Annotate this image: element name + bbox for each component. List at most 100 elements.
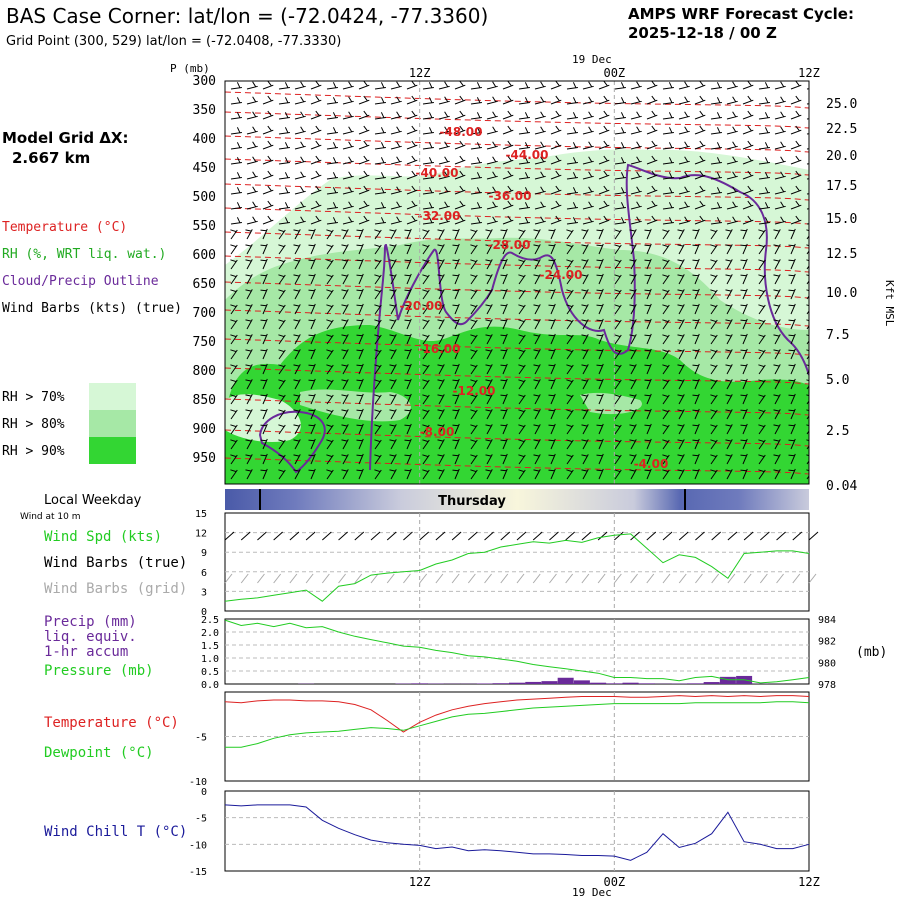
wind-barb xyxy=(518,394,526,405)
precip-bar xyxy=(573,680,590,684)
wind-barb xyxy=(406,125,418,135)
wind-barb xyxy=(790,140,802,150)
wind-barb xyxy=(710,334,718,345)
wind-barb xyxy=(710,82,722,90)
wind-barb xyxy=(260,243,268,255)
wind-barb xyxy=(806,394,809,405)
wind-barb xyxy=(806,229,809,240)
wind-barb xyxy=(308,243,316,255)
wind-barb xyxy=(422,112,434,120)
wind-barb xyxy=(758,364,766,375)
wind-barb xyxy=(262,170,274,180)
wind-barb xyxy=(404,303,412,315)
wind-barb xyxy=(566,244,574,255)
wind-barb xyxy=(293,259,301,270)
wind-barb xyxy=(308,258,316,270)
wind-barb xyxy=(678,186,690,195)
wind-barb xyxy=(438,171,450,180)
wind-barb xyxy=(726,111,738,120)
temperature-ytick: -10 xyxy=(189,777,207,788)
wind-barb xyxy=(548,468,556,480)
precip-legend-label: 1-hr accum xyxy=(44,644,128,660)
wind-barb xyxy=(485,469,493,480)
wind-barb xyxy=(342,111,354,120)
wind-barb xyxy=(486,186,498,195)
wind-barb xyxy=(404,438,412,450)
wind-barb xyxy=(710,289,718,300)
wind-barb xyxy=(389,319,397,330)
legend-item: Wind Barbs (kts) (true) xyxy=(2,301,182,316)
wind-barb xyxy=(341,379,349,390)
precip-bar xyxy=(606,683,623,684)
wind-barb xyxy=(406,200,418,210)
wind-barb xyxy=(678,96,690,105)
wind-barb xyxy=(278,202,290,210)
wind-barb xyxy=(341,424,349,435)
wind-barb xyxy=(788,453,796,465)
wind-barb xyxy=(485,319,493,330)
wind-barb xyxy=(692,348,700,360)
wind-barb xyxy=(788,228,796,240)
wind-barb xyxy=(341,454,349,465)
wind-barb xyxy=(326,127,338,135)
wind-barb xyxy=(758,229,766,240)
legend-item: RH (%, WRT liq. wat.) xyxy=(2,247,166,262)
wind-barb xyxy=(773,244,781,255)
wind-barb xyxy=(485,304,493,315)
wind-barb xyxy=(293,319,301,330)
bottom-time-label: 00Z xyxy=(603,875,625,889)
wind-barb xyxy=(548,393,556,405)
wind-barb xyxy=(758,259,766,270)
isotherm-line xyxy=(225,309,809,327)
wind-barb xyxy=(581,289,589,300)
wind-barb xyxy=(694,95,706,105)
wind-barb xyxy=(389,379,397,390)
wind-barb xyxy=(342,171,354,180)
wind-barb xyxy=(358,95,370,105)
wind-barb xyxy=(500,468,508,480)
wind-barb xyxy=(678,111,690,120)
height-tick-label: 20.0 xyxy=(826,149,857,164)
wind-barb xyxy=(356,333,364,345)
wind-barb xyxy=(470,304,478,315)
wind-barb xyxy=(341,244,349,255)
pressure-tick-label: 800 xyxy=(193,364,216,379)
wind-barb xyxy=(278,364,286,375)
wind-barb xyxy=(389,244,397,255)
wind-barb xyxy=(260,288,268,300)
wind-barb xyxy=(742,81,754,90)
wind-barb xyxy=(710,202,722,210)
wind-barb-grid xyxy=(565,573,574,584)
wind-barb xyxy=(262,200,274,210)
wind-barb xyxy=(245,409,253,420)
wind-barb xyxy=(230,229,238,240)
wind-barb xyxy=(341,349,349,360)
wind-barb xyxy=(534,96,546,105)
isotherm-label: -8.00 xyxy=(420,425,455,439)
wind-barb xyxy=(293,349,301,360)
wind-barb xyxy=(422,394,430,405)
wind-barb xyxy=(294,171,306,180)
wind-barb xyxy=(692,303,700,315)
wind-barb xyxy=(246,186,258,195)
wind-barb xyxy=(726,186,738,195)
wind-barb xyxy=(326,112,338,120)
wind-barb xyxy=(260,468,268,480)
wind-barb xyxy=(260,378,268,390)
wind-barb xyxy=(596,438,604,450)
wind-barb xyxy=(677,244,685,255)
wind-barb xyxy=(614,112,626,120)
wind-barb-grid xyxy=(776,573,784,584)
isotherm-label: -24.00 xyxy=(540,268,583,282)
wind-barb-true xyxy=(678,531,689,541)
wind-barb xyxy=(533,274,541,285)
precip-bar xyxy=(622,682,639,684)
wind-barb xyxy=(278,274,286,285)
wind-chill-ytick: -15 xyxy=(189,867,207,878)
wind-barb xyxy=(374,127,386,135)
wind-barb xyxy=(790,200,802,210)
wind-barb xyxy=(629,304,637,315)
wind-barb-grid xyxy=(500,573,509,584)
wind-barb xyxy=(806,289,809,300)
wind-barb xyxy=(293,229,301,240)
